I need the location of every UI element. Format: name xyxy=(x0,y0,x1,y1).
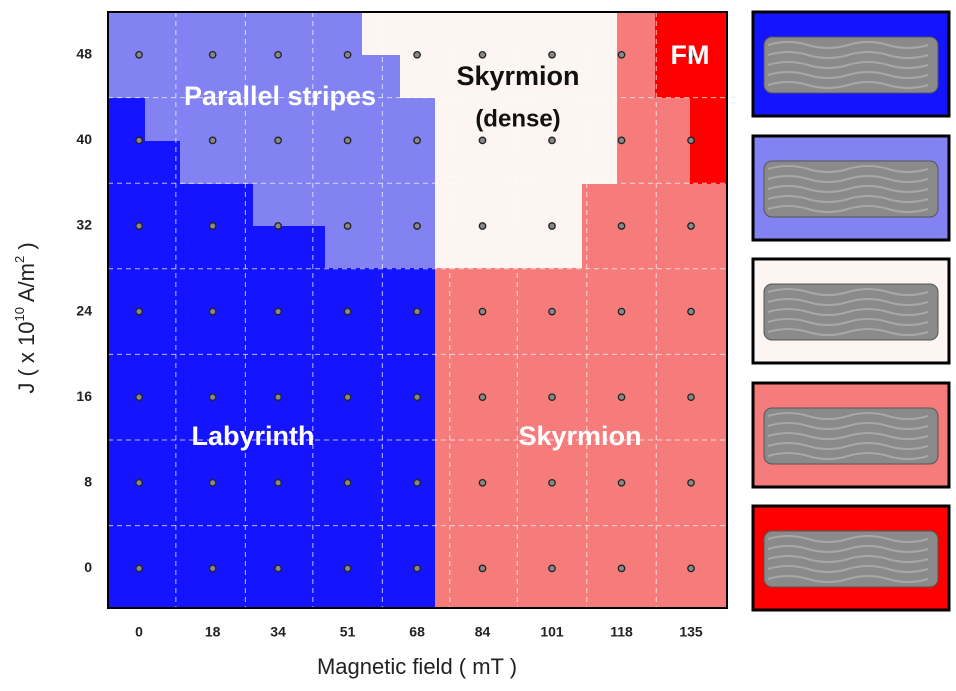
sample-point xyxy=(136,480,142,486)
figure: 0 18 34 51 68 84 101 118 135 0 8 16 24 32 40 48 Magnetic… xyxy=(0,0,956,686)
phase-label: Labyrinth xyxy=(191,421,314,451)
sample-point xyxy=(136,52,142,58)
sample-point xyxy=(549,565,555,571)
sample-point xyxy=(136,223,142,229)
sample-point xyxy=(344,137,350,143)
sample-point xyxy=(688,137,694,143)
sample-point xyxy=(136,565,142,571)
phase-label: FM xyxy=(671,40,710,70)
y-axis-label-part: 2 xyxy=(12,256,27,263)
sample-point xyxy=(618,394,624,400)
sample-point xyxy=(344,308,350,314)
sample-point xyxy=(618,137,624,143)
sample-point xyxy=(479,480,485,486)
sample-point xyxy=(414,223,420,229)
sample-point xyxy=(344,223,350,229)
sample-point xyxy=(209,394,215,400)
x-tick-label: 68 xyxy=(409,624,425,640)
sample-point xyxy=(275,394,281,400)
sample-point xyxy=(688,394,694,400)
x-axis-label: Magnetic field ( mT ) xyxy=(317,654,517,679)
sample-point xyxy=(479,394,485,400)
sample-point xyxy=(275,52,281,58)
sample-point xyxy=(344,394,350,400)
sample-point xyxy=(414,308,420,314)
x-tick-label: 34 xyxy=(270,624,286,640)
sample-point xyxy=(414,480,420,486)
phase-label: Parallel stripes xyxy=(184,81,376,111)
sample-point xyxy=(549,223,555,229)
x-tick-label: 0 xyxy=(135,624,143,640)
y-tick-label: 24 xyxy=(76,302,92,318)
sample-point xyxy=(136,137,142,143)
sample-point xyxy=(618,565,624,571)
y-tick-label: 40 xyxy=(76,131,92,147)
x-tick-label: 84 xyxy=(475,624,491,640)
y-tick-label: 48 xyxy=(76,46,92,62)
sample-point xyxy=(209,52,215,58)
sample-point xyxy=(618,480,624,486)
sample-point xyxy=(549,308,555,314)
y-tick-label: 8 xyxy=(84,474,92,490)
x-tick-label: 51 xyxy=(340,624,356,640)
y-axis-label-part: J ( x 10 xyxy=(14,322,39,394)
sample-point xyxy=(209,223,215,229)
x-tick-label: 118 xyxy=(610,624,633,640)
sample-point xyxy=(209,480,215,486)
sample-point xyxy=(479,137,485,143)
page: {"chart_data": {"type": "phase-diagram",… xyxy=(0,0,956,686)
sample-point xyxy=(479,223,485,229)
sample-point xyxy=(344,480,350,486)
sample-point xyxy=(275,480,281,486)
y-axis-label-part: 10 xyxy=(12,307,27,321)
sample-point xyxy=(479,52,485,58)
sample-point xyxy=(618,52,624,58)
sample-point xyxy=(688,480,694,486)
sample-point xyxy=(618,308,624,314)
sample-point xyxy=(344,52,350,58)
sample-point xyxy=(136,394,142,400)
sample-point xyxy=(275,137,281,143)
sample-point xyxy=(618,223,624,229)
y-axis-label-part: A/m xyxy=(14,263,39,307)
sample-point xyxy=(549,52,555,58)
sample-point xyxy=(688,223,694,229)
sample-point xyxy=(414,394,420,400)
sample-point xyxy=(275,308,281,314)
y-axis-label-part: ) xyxy=(14,242,39,255)
y-tick-label: 32 xyxy=(76,217,92,233)
sample-point xyxy=(414,52,420,58)
sample-point xyxy=(344,565,350,571)
sample-point xyxy=(414,137,420,143)
sample-point xyxy=(209,137,215,143)
sample-point xyxy=(136,308,142,314)
sample-point xyxy=(209,308,215,314)
sample-point xyxy=(549,480,555,486)
y-axis-label: J ( x 1010 A/m2 ) xyxy=(12,242,39,393)
sample-point xyxy=(275,223,281,229)
phase-label: Skyrmion xyxy=(518,421,641,451)
phase-label: (dense) xyxy=(475,105,560,132)
sample-point xyxy=(479,308,485,314)
sample-point xyxy=(688,565,694,571)
x-tick-label: 18 xyxy=(205,624,221,640)
x-tick-label: 135 xyxy=(679,624,703,640)
y-tick-label: 16 xyxy=(76,388,92,404)
sample-point xyxy=(479,565,485,571)
sample-point xyxy=(275,565,281,571)
sample-point xyxy=(414,565,420,571)
y-tick-label: 0 xyxy=(84,559,92,575)
sample-point xyxy=(688,308,694,314)
sample-point xyxy=(209,565,215,571)
sample-point xyxy=(549,137,555,143)
sample-point xyxy=(549,394,555,400)
phase-label: Skyrmion xyxy=(456,61,579,91)
x-tick-label: 101 xyxy=(540,624,564,640)
